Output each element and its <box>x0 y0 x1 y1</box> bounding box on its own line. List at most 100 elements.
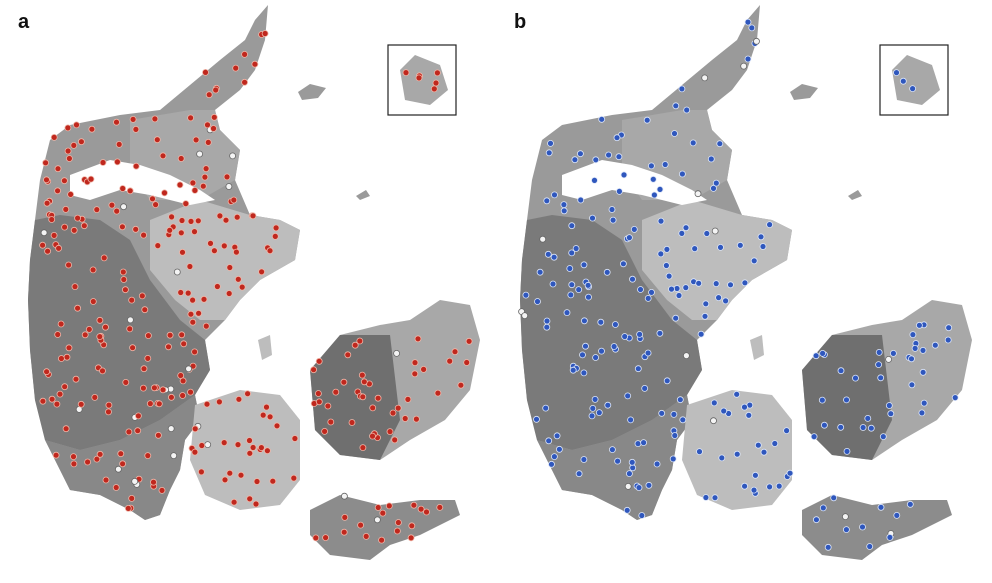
site-dot <box>212 86 220 94</box>
site-dot <box>140 365 148 373</box>
site-dot <box>701 74 709 82</box>
site-dot <box>417 505 425 513</box>
site-dot <box>168 213 176 221</box>
site-dot <box>126 325 134 333</box>
site-dot <box>694 190 702 198</box>
site-dot <box>906 500 914 508</box>
site-dot <box>263 447 271 455</box>
site-dot <box>733 390 741 398</box>
site-dots <box>39 30 473 544</box>
site-dot <box>202 322 210 330</box>
site-dot <box>741 279 749 287</box>
site-dot <box>126 316 134 324</box>
site-dot <box>70 226 78 234</box>
site-dot <box>711 227 719 235</box>
site-dot <box>550 253 558 261</box>
site-dot <box>215 398 223 406</box>
site-dot <box>629 275 636 283</box>
site-dot <box>436 503 444 511</box>
site-dot <box>119 460 126 468</box>
site-dot <box>877 374 885 382</box>
site-dot <box>154 431 162 439</box>
site-dot <box>671 130 678 137</box>
map-panel-a <box>27 4 481 561</box>
site-dot <box>71 283 79 291</box>
site-dot <box>744 55 752 63</box>
site-dot <box>141 306 149 314</box>
site-dot <box>812 516 820 524</box>
site-dot <box>235 395 243 403</box>
site-dot <box>702 494 710 501</box>
site-dot <box>682 224 690 232</box>
site-dot <box>579 351 586 359</box>
site-dot <box>536 268 544 276</box>
site-dot <box>818 396 826 404</box>
site-dot <box>543 323 551 331</box>
site-dot <box>393 349 401 357</box>
site-dot <box>662 262 670 269</box>
site-dot <box>820 421 828 429</box>
site-dot <box>812 352 820 360</box>
site-dot <box>657 217 665 225</box>
site-dot <box>64 147 72 155</box>
site-dot <box>191 186 199 194</box>
site-dot <box>374 394 382 402</box>
site-dot <box>196 150 204 158</box>
site-dot <box>203 400 211 408</box>
site-dot <box>189 296 197 304</box>
site-dot <box>246 437 253 444</box>
site-dot <box>837 367 845 375</box>
site-dot <box>394 519 402 526</box>
site-dot <box>411 359 419 367</box>
site-dot <box>604 401 612 409</box>
site-dot <box>430 85 438 93</box>
site-dot <box>644 294 652 302</box>
site-dot <box>263 403 270 411</box>
site-dot <box>640 439 648 447</box>
site-dot <box>741 403 748 411</box>
site-dot <box>678 229 686 237</box>
site-dot <box>115 465 122 473</box>
site-dot <box>144 452 152 460</box>
site-dot <box>650 191 658 199</box>
site-dot <box>591 395 599 403</box>
site-dot <box>951 394 959 402</box>
site-dot <box>246 495 254 503</box>
site-dot <box>393 527 401 535</box>
site-dot <box>150 478 157 486</box>
site-dot <box>249 444 257 451</box>
site-dot <box>545 149 553 157</box>
site-dot <box>161 189 168 197</box>
site-dot <box>624 482 632 490</box>
site-dot <box>340 378 348 386</box>
site-dot <box>120 276 128 283</box>
site-dot <box>656 185 664 193</box>
site-dot <box>70 453 77 461</box>
site-dot <box>244 390 252 398</box>
site-dot <box>207 239 214 247</box>
site-dot <box>534 298 541 305</box>
site-dot <box>744 18 752 26</box>
site-dot <box>931 341 939 349</box>
site-dot <box>676 396 684 404</box>
site-dot <box>194 217 202 225</box>
site-dot <box>312 534 320 542</box>
site-dot <box>202 69 209 76</box>
site-dot <box>129 344 137 352</box>
site-dot <box>672 314 680 322</box>
site-dot <box>359 444 367 452</box>
site-dot <box>167 425 175 433</box>
site-dot <box>613 134 621 142</box>
site-dot <box>759 243 767 250</box>
site-dot <box>232 64 240 72</box>
site-dot <box>191 348 199 356</box>
site-dot <box>290 474 298 482</box>
site-dot <box>179 377 187 385</box>
site-dot <box>889 349 897 357</box>
site-dot <box>556 445 563 453</box>
site-dot <box>48 216 56 223</box>
site-dot <box>62 205 70 213</box>
site-dot <box>88 125 96 133</box>
site-dot <box>151 115 159 123</box>
site-dot <box>154 242 162 250</box>
